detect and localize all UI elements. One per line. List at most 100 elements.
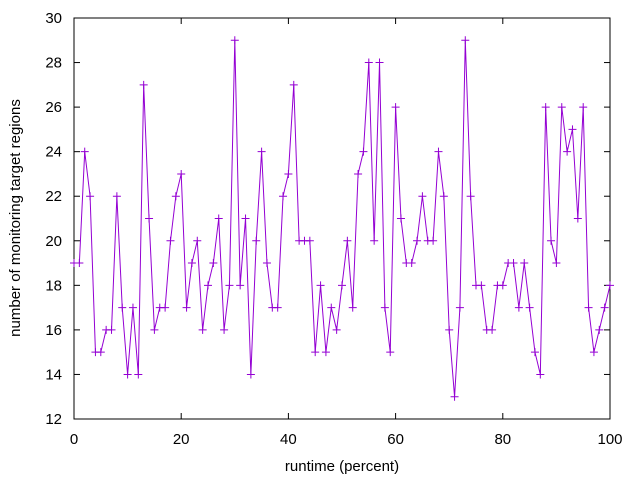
data-point	[204, 281, 212, 290]
y-tick-label: 20	[45, 233, 62, 250]
data-point	[241, 214, 250, 223]
data-point	[455, 303, 464, 312]
x-axis-title: runtime (percent)	[285, 458, 399, 475]
data-point	[289, 80, 298, 89]
data-point	[514, 303, 523, 312]
y-tick-label: 18	[45, 277, 62, 294]
x-tick-label: 100	[597, 431, 622, 448]
data-point	[450, 392, 459, 401]
data-point	[177, 169, 186, 178]
data-point	[150, 325, 159, 334]
data-point	[536, 370, 545, 379]
data-point	[230, 36, 239, 45]
data-point	[209, 259, 218, 268]
data-point	[284, 169, 293, 178]
data-point	[193, 236, 202, 245]
data-point	[606, 281, 614, 290]
data-point	[541, 103, 550, 112]
data-point	[145, 214, 154, 223]
data-point	[348, 303, 357, 312]
data-point	[236, 281, 245, 290]
data-point	[182, 303, 191, 312]
y-tick-label: 14	[45, 366, 62, 383]
data-point	[166, 236, 175, 245]
data-point	[279, 192, 288, 201]
x-tick-label: 40	[280, 431, 297, 448]
data-point	[413, 236, 422, 245]
x-tick-label: 80	[494, 431, 511, 448]
y-tick-label: 16	[45, 322, 62, 339]
axis-tick-labels: 0 20 40 60 80 100 12 14 16 18 20 22 24 26 28 30	[45, 10, 622, 448]
data-point	[327, 303, 336, 312]
data-point	[418, 192, 427, 201]
data-point	[595, 325, 604, 334]
data-point	[75, 259, 84, 268]
data-point	[359, 147, 368, 156]
data-point	[316, 281, 325, 290]
data-point	[321, 348, 330, 357]
data-point	[584, 303, 593, 312]
data-point	[407, 259, 416, 268]
data-point	[107, 325, 116, 334]
data-point	[220, 325, 229, 334]
data-point	[257, 147, 266, 156]
data-point	[96, 348, 105, 357]
data-point	[391, 103, 400, 112]
data-point	[557, 103, 566, 112]
data-point	[225, 281, 234, 290]
data-point	[466, 192, 475, 201]
data-point	[139, 80, 148, 89]
data-point	[86, 192, 95, 201]
data-point	[128, 303, 137, 312]
data-point	[600, 303, 609, 312]
data-point	[134, 370, 143, 379]
y-tick-label: 22	[45, 188, 62, 205]
data-point	[112, 192, 121, 201]
data-point	[530, 348, 539, 357]
data-point	[262, 259, 271, 268]
y-tick-label: 26	[45, 99, 62, 116]
data-point	[273, 303, 282, 312]
data-point	[364, 58, 373, 67]
y-tick-label: 12	[45, 411, 62, 428]
series-line	[74, 40, 611, 397]
data-point	[498, 281, 507, 290]
y-axis-title: number of monitoring target regions	[7, 99, 24, 337]
data-point	[568, 125, 577, 134]
data-point	[547, 236, 556, 245]
data-point	[434, 147, 443, 156]
data-point	[461, 36, 470, 45]
data-point	[445, 325, 454, 334]
data-point	[477, 281, 486, 290]
plot-frame	[73, 17, 611, 420]
data-point	[520, 259, 529, 268]
data-point	[214, 214, 223, 223]
x-tick-label: 20	[173, 431, 190, 448]
data-point	[246, 370, 255, 379]
data-point	[198, 325, 207, 334]
data-point	[563, 147, 572, 156]
data-point	[429, 236, 438, 245]
data-point	[80, 147, 89, 156]
data-point	[171, 192, 180, 201]
data-point	[354, 169, 363, 178]
axis-ticks	[73, 17, 611, 420]
data-point	[370, 236, 379, 245]
x-tick-label: 0	[70, 431, 78, 448]
y-tick-label: 24	[45, 144, 62, 161]
data-point	[332, 325, 341, 334]
data-point	[187, 259, 196, 268]
data-point	[380, 303, 389, 312]
data-point	[396, 214, 405, 223]
data-point	[252, 236, 261, 245]
data-point	[552, 259, 561, 268]
y-tick-label: 28	[45, 55, 62, 72]
data-point	[579, 103, 588, 112]
data-point	[375, 58, 384, 67]
series-layer	[70, 36, 614, 401]
x-tick-label: 60	[387, 431, 404, 448]
data-point	[573, 214, 582, 223]
data-point	[589, 348, 598, 357]
data-point	[311, 348, 320, 357]
